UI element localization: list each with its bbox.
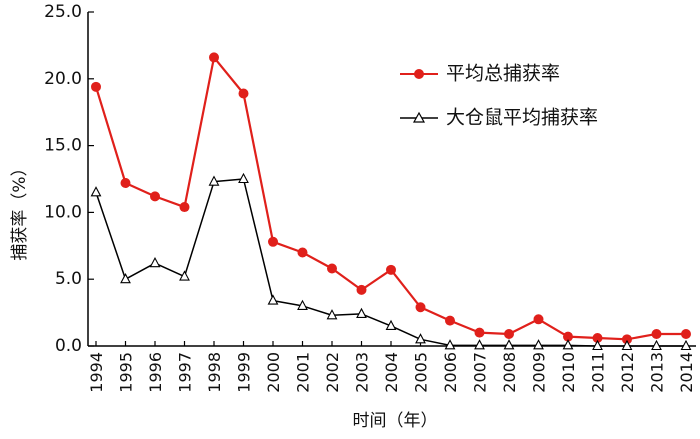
data-point-hamster <box>385 319 397 331</box>
x-tick-label: 1999 <box>235 352 254 393</box>
y-tick-label: 10.0 <box>44 202 82 222</box>
x-axis-title: 时间（年） <box>353 411 438 431</box>
x-tick-label: 2005 <box>412 352 431 393</box>
x-tick-label: 2009 <box>530 352 549 393</box>
x-tick-label: 1996 <box>146 352 165 393</box>
series-layer <box>90 52 692 351</box>
data-point-total <box>209 52 219 63</box>
data-point-hamster <box>120 273 131 284</box>
data-point-total <box>327 263 337 274</box>
data-point-total <box>622 334 632 345</box>
x-tick-label: 1997 <box>176 352 195 393</box>
data-point-total <box>268 236 278 247</box>
x-tick-label: 1995 <box>117 352 136 393</box>
y-tick-label: 5.0 <box>55 269 82 289</box>
x-tick-label: 2000 <box>264 352 283 393</box>
data-point-total <box>297 247 308 258</box>
data-point-hamster <box>592 339 603 351</box>
x-tick-label: 2008 <box>500 352 519 393</box>
data-point-total <box>120 178 131 189</box>
y-tick-label: 0.0 <box>55 336 82 356</box>
data-point-total <box>533 314 544 325</box>
legend-item-total: 平均总捕获率 <box>400 63 560 85</box>
data-point-total <box>150 191 160 202</box>
data-point-hamster <box>680 339 692 351</box>
y-axis-ticks: 0.0 5.0 10.0 15.0 20.0 25.0 <box>44 2 94 356</box>
data-point-hamster <box>179 270 190 281</box>
series-line-0 <box>94 56 686 341</box>
y-tick-label: 20.0 <box>44 69 82 89</box>
legend: 平均总捕获率 大仓鼠平均捕获率 <box>400 63 598 129</box>
x-tick-label: 2001 <box>294 352 313 393</box>
data-point-hamster <box>503 339 515 350</box>
y-tick-label: 25.0 <box>44 2 82 22</box>
legend-label-hamster: 大仓鼠平均捕获率 <box>446 107 598 129</box>
data-point-total <box>356 284 367 295</box>
data-point-hamster <box>415 333 426 344</box>
data-point-total <box>445 315 455 326</box>
x-tick-label: 2003 <box>353 352 372 393</box>
x-tick-label: 2007 <box>471 352 490 393</box>
data-point-total <box>386 264 396 275</box>
x-axis-ticks: 1994 1995 1996 1997 1998 1999 2000 2001 2002 2003… <box>87 341 696 393</box>
data-point-hamster <box>149 256 161 268</box>
x-tick-label: 2010 <box>559 352 578 393</box>
data-point-hamster <box>90 186 102 197</box>
data-point-total <box>179 202 190 213</box>
y-axis-title: 捕获率（%） <box>10 159 30 260</box>
data-point-total <box>681 328 691 339</box>
x-tick-label: 2013 <box>648 352 667 393</box>
data-point-hamster <box>267 294 279 305</box>
data-point-total <box>651 328 662 339</box>
x-tick-label: 2006 <box>441 352 460 393</box>
data-point-hamster <box>326 309 338 320</box>
data-point-hamster <box>474 339 485 350</box>
data-point-hamster <box>238 172 249 184</box>
data-point-hamster <box>297 299 308 310</box>
legend-label-total: 平均总捕获率 <box>446 63 560 85</box>
data-point-hamster <box>444 339 456 350</box>
x-tick-label: 2011 <box>589 352 608 393</box>
x-tick-label: 2014 <box>677 352 696 393</box>
data-point-hamster <box>621 339 633 351</box>
data-point-total <box>238 88 249 99</box>
data-point-hamster <box>651 339 662 351</box>
data-point-hamster <box>533 339 544 350</box>
data-point-hamster <box>562 339 574 350</box>
legend-marker-hamster <box>412 111 426 123</box>
y-tick-label: 15.0 <box>44 136 82 156</box>
data-point-total <box>415 302 426 313</box>
x-tick-label: 2002 <box>323 352 342 393</box>
legend-item-hamster: 大仓鼠平均捕获率 <box>400 107 598 129</box>
x-tick-label: 1994 <box>87 352 106 393</box>
x-tick-label: 2012 <box>618 352 637 393</box>
x-tick-label: 1998 <box>205 352 224 393</box>
data-point-total <box>504 328 514 339</box>
data-point-hamster <box>356 307 367 318</box>
data-point-total <box>91 81 101 92</box>
legend-marker-total <box>414 69 424 79</box>
x-tick-label: 2004 <box>382 352 401 393</box>
data-point-hamster <box>208 175 220 186</box>
data-point-total <box>563 331 573 342</box>
data-point-total <box>592 332 603 343</box>
data-point-total <box>474 327 485 338</box>
